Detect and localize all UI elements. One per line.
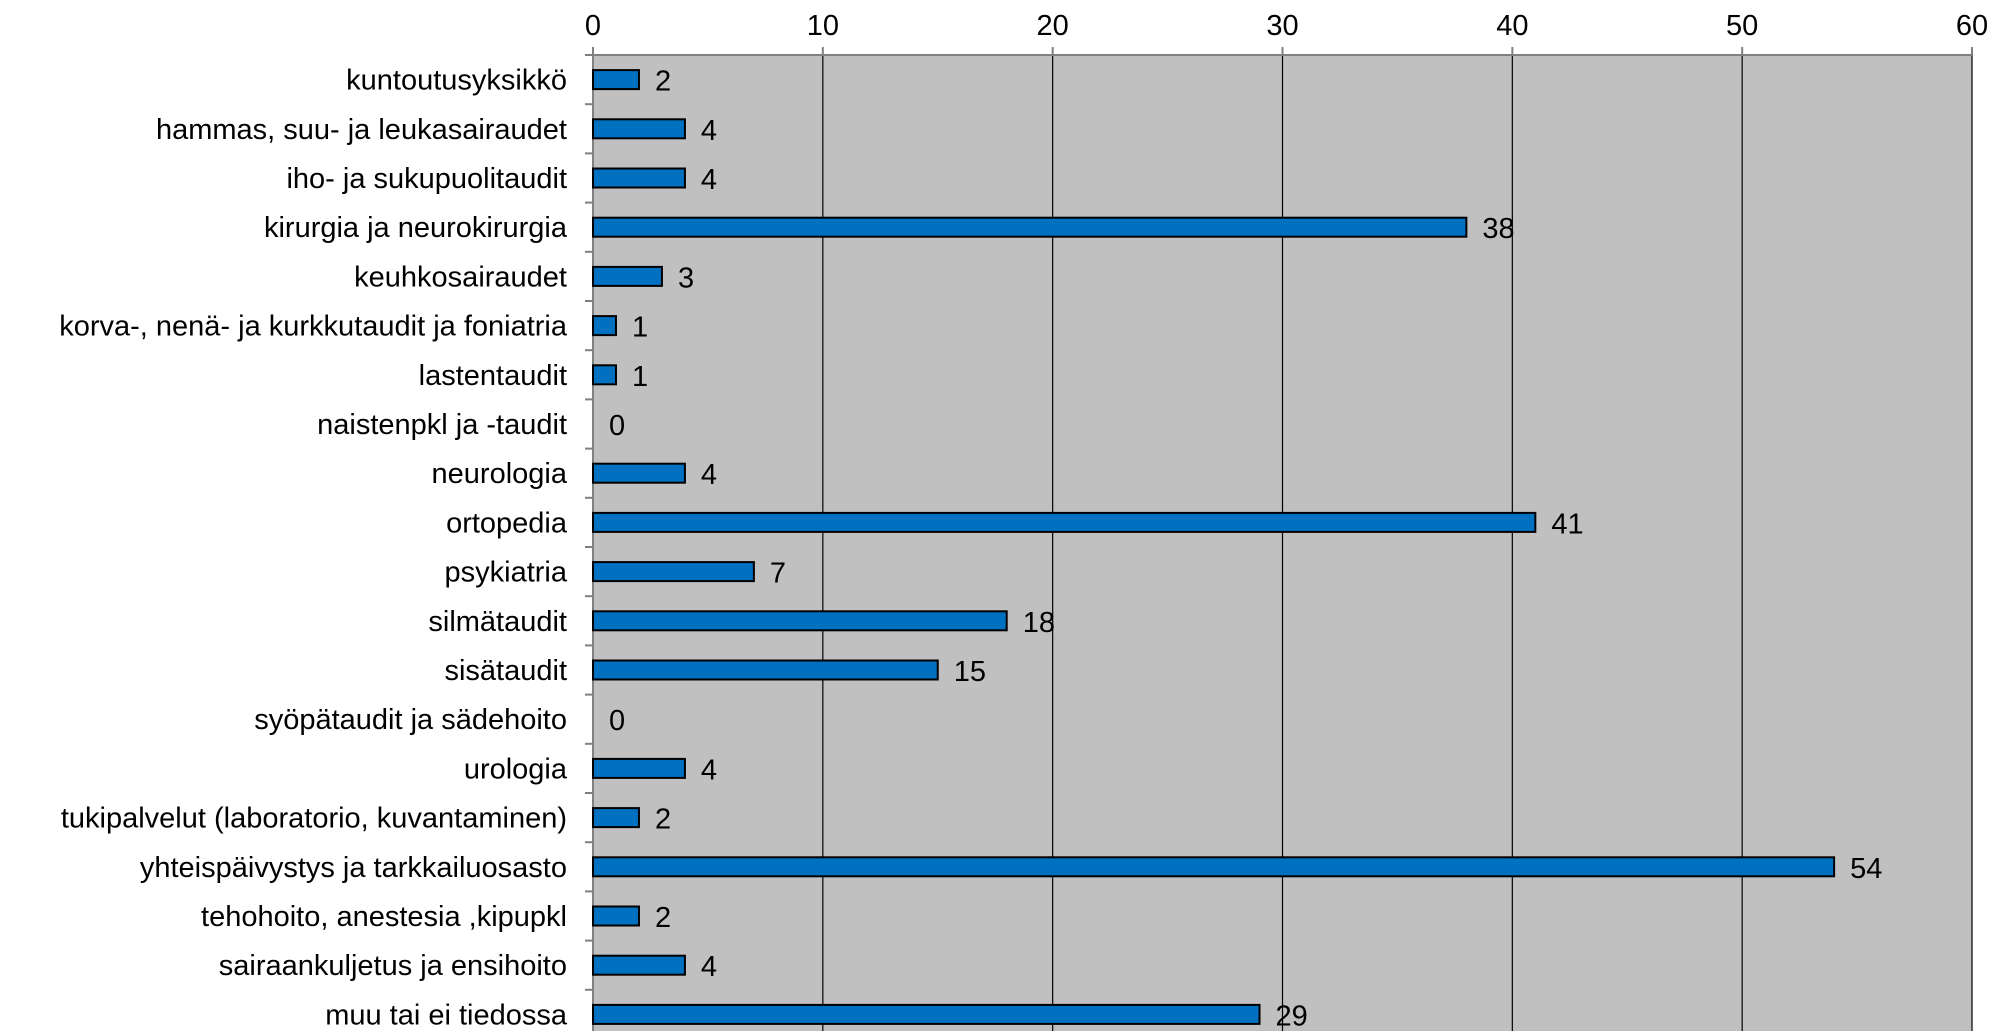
category-labels: kuntoutusyksikkö hammas, suu- ja leukasai… <box>59 65 568 1031</box>
category-label: muu tai ei tiedossa <box>325 999 568 1031</box>
data-label: 15 <box>954 656 986 688</box>
bar <box>592 462 686 484</box>
bar <box>592 315 617 337</box>
data-label: 41 <box>1551 508 1583 540</box>
x-tick-label: 10 <box>807 10 839 42</box>
data-label: 7 <box>770 558 786 590</box>
bar <box>592 167 686 189</box>
category-label: tehohoito, anestesia ,kipupkl <box>201 901 567 933</box>
data-label: 4 <box>701 754 717 786</box>
bar <box>592 118 686 140</box>
data-label: 4 <box>701 115 717 147</box>
data-label: 54 <box>1850 853 1882 885</box>
category-label: yhteispäivystys ja tarkkailuosasto <box>140 852 567 884</box>
bar <box>592 1003 1261 1025</box>
data-label: 4 <box>701 459 717 491</box>
x-tick-label: 30 <box>1266 10 1298 42</box>
bar <box>592 856 1836 878</box>
bar <box>592 561 755 583</box>
data-label: 1 <box>632 361 648 393</box>
bar <box>592 807 640 829</box>
bar <box>592 954 686 976</box>
bar <box>592 69 640 91</box>
bars <box>592 69 1836 1025</box>
x-tick-label: 0 <box>585 10 601 42</box>
data-label: 4 <box>701 164 717 196</box>
data-label: 2 <box>655 66 671 98</box>
category-label: lastentaudit <box>419 360 567 392</box>
category-label: silmätaudit <box>428 606 567 638</box>
category-label: neurologia <box>432 458 568 490</box>
bar <box>592 610 1008 632</box>
category-label: keuhkosairaudet <box>354 261 567 293</box>
data-label: 4 <box>701 951 717 983</box>
bar <box>592 757 686 779</box>
category-label: psykiatria <box>445 557 568 589</box>
data-label: 3 <box>678 262 694 294</box>
data-label: 0 <box>609 410 625 442</box>
category-label: tukipalvelut (laboratorio, kuvantaminen) <box>61 803 567 835</box>
category-label: korva-, nenä- ja kurkkutaudit ja foniatr… <box>59 311 568 343</box>
category-label: urologia <box>464 753 568 785</box>
bar <box>592 216 1468 238</box>
category-label: kirurgia ja neurokirurgia <box>264 212 568 244</box>
bar <box>592 905 640 927</box>
category-label: naistenpkl ja -taudit <box>317 409 567 441</box>
bar <box>592 364 617 386</box>
x-tick-label: 50 <box>1726 10 1758 42</box>
data-label: 2 <box>655 902 671 934</box>
bar <box>592 659 939 681</box>
data-label: 0 <box>609 705 625 737</box>
category-label: kuntoutusyksikkö <box>346 65 567 97</box>
x-tick-label: 60 <box>1956 10 1988 42</box>
category-label: iho- ja sukupuolitaudit <box>286 163 567 195</box>
bar <box>592 511 1537 533</box>
category-label: hammas, suu- ja leukasairaudet <box>156 114 567 146</box>
x-tick-label: 20 <box>1037 10 1069 42</box>
data-label: 18 <box>1023 607 1055 639</box>
x-tick-label: 40 <box>1496 10 1528 42</box>
x-axis: 0 10 20 30 40 50 60 <box>585 10 1988 56</box>
data-label: 38 <box>1482 213 1514 245</box>
category-label: syöpätaudit ja sädehoito <box>254 704 567 736</box>
bar <box>592 265 663 287</box>
data-label: 29 <box>1276 1000 1308 1031</box>
data-label: 2 <box>655 804 671 836</box>
category-label: sairaankuljetus ja ensihoito <box>219 950 567 982</box>
data-label: 1 <box>632 312 648 344</box>
category-label: sisätaudit <box>444 655 567 687</box>
category-label: ortopedia <box>446 507 568 539</box>
